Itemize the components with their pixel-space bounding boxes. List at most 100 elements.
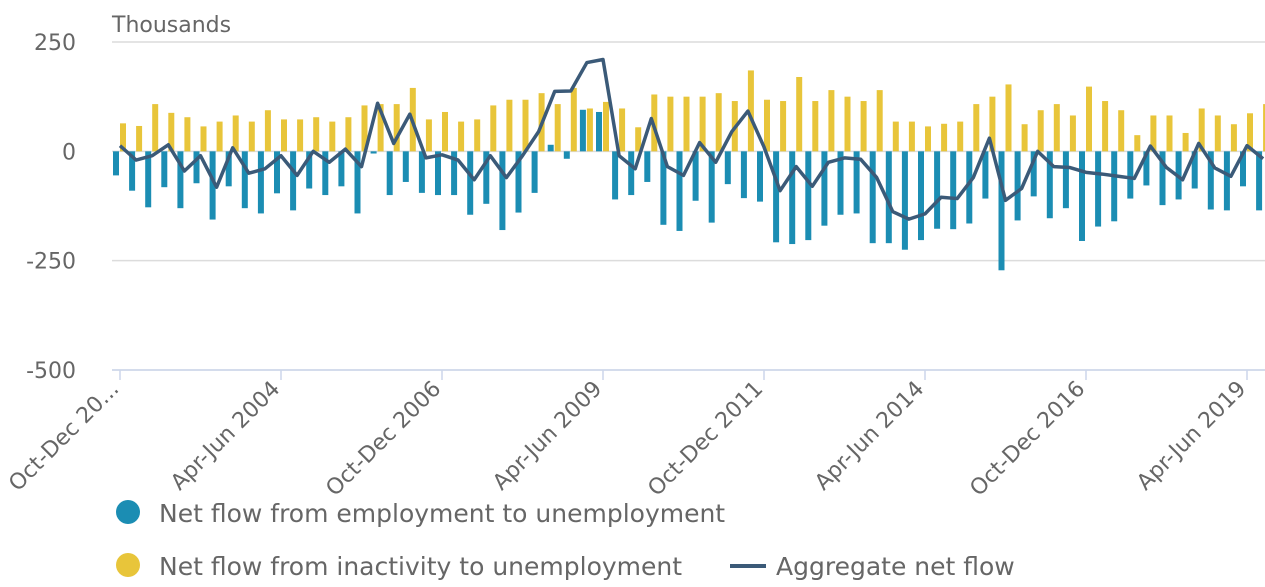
bar [1159,151,1166,206]
bar [1111,151,1118,222]
bar [1198,108,1205,152]
y-tick-label: -500 [26,359,76,384]
bar [1005,84,1012,152]
bar [1095,151,1102,227]
bar [200,126,207,152]
bar [435,151,441,196]
bar [329,121,336,152]
bar [715,93,722,152]
bar [724,151,731,185]
bar [844,96,851,152]
bar [740,151,747,199]
bar [161,151,168,188]
plot-area [113,57,1265,271]
bar [1037,110,1044,152]
bar [474,119,481,152]
bar [789,151,796,245]
bar [402,151,409,182]
bar [281,119,287,152]
bar [828,90,835,152]
bar [1150,115,1157,152]
legend-label: Aggregate net flow [776,552,1015,581]
bar [515,151,522,213]
bar [635,127,642,152]
bar [821,151,828,226]
legend-label: Net flow from employment to unemployment [159,499,725,528]
bar [168,112,175,152]
bar [853,151,860,214]
bar [1053,104,1060,152]
bar [1030,151,1037,197]
bar [522,99,529,152]
bar [796,76,803,152]
bar [345,117,352,152]
bar [1127,151,1134,199]
bar [1014,151,1021,221]
bar [885,151,892,244]
bar [982,151,989,199]
bar [837,151,844,215]
bar [676,151,683,231]
x-tick-label: Oct-Dec 2016 [965,377,1090,502]
bar [780,101,787,152]
bar [596,111,602,152]
bar [264,110,271,152]
bar [1046,151,1053,219]
legend-swatch [116,500,140,524]
bar [925,126,931,152]
bar [418,151,425,193]
bar [918,151,924,241]
bar [579,109,586,152]
bar [370,151,377,154]
bar [241,151,248,209]
x-tick-label: Apr-Jun 2004 [166,377,285,496]
bar [232,115,239,152]
bar [1143,151,1150,186]
bar [225,151,232,187]
bar [257,151,264,214]
bar [934,151,941,229]
x-tick-label: Apr-Jun 2019 [1132,377,1251,496]
bar [667,96,674,152]
legend: Net flow from employment to unemployment… [116,499,1015,581]
x-tick-label: Apr-Jun 2014 [810,377,929,496]
bar [290,151,297,211]
bar [1069,115,1076,152]
bar [570,87,577,152]
bar [757,151,763,202]
bar [1207,151,1214,210]
bar [458,121,465,152]
bar [467,151,474,215]
bar [957,121,964,152]
bar [699,96,706,152]
x-axis: -500 -250 0 250 Oct-Dec 20... Apr-Jun 2004 Oct… [4,31,1265,501]
bar [644,151,651,182]
bar [136,125,143,152]
bar [306,151,313,189]
y-axis-title: Thousands [111,13,231,38]
bar [998,151,1005,271]
bar [209,151,216,220]
bar [628,151,635,196]
bar [876,90,883,152]
bar [805,151,812,241]
bar [313,117,320,152]
bar [490,105,497,152]
bar [764,99,770,152]
bar [483,151,490,204]
bar [1134,135,1141,152]
bar [773,151,780,243]
bar [531,151,538,193]
bar [1079,151,1085,241]
line [118,57,1265,221]
bar [338,151,345,187]
bar [354,151,361,214]
x-tick-label: Oct-Dec 2011 [643,377,768,502]
bar [989,96,996,152]
bar [966,151,973,224]
bar [120,123,126,152]
bar [1086,86,1092,152]
bar [660,151,667,225]
bar [708,151,715,223]
